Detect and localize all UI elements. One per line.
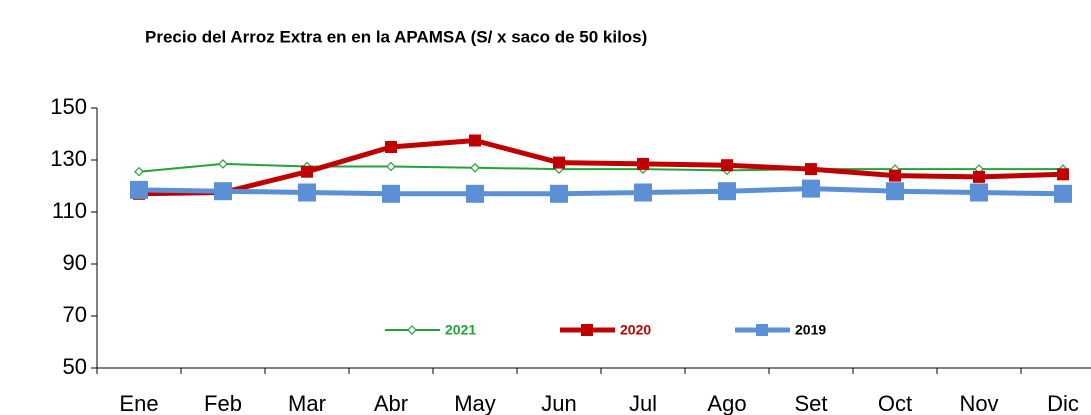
x-tick-label: Mar — [288, 391, 326, 415]
legend-marker — [756, 324, 768, 336]
x-tick-label: Ago — [707, 391, 746, 415]
data-point — [637, 157, 649, 170]
legend-label: 2021 — [445, 322, 476, 338]
y-tick-label: 70 — [63, 302, 87, 327]
x-tick-label: Ene — [119, 391, 158, 415]
data-point — [802, 179, 820, 198]
x-tick-label: Abr — [374, 391, 408, 415]
series-line — [138, 138, 1064, 197]
y-tick-label: 150 — [50, 94, 87, 119]
data-point — [970, 183, 988, 202]
legend-marker — [407, 325, 417, 335]
x-tick-label: Oct — [878, 391, 912, 415]
x-tick-label: May — [454, 391, 496, 415]
data-point — [134, 166, 144, 177]
legend-label: 2019 — [795, 322, 826, 338]
data-point — [889, 169, 901, 182]
data-point — [634, 183, 652, 202]
data-point — [469, 134, 481, 147]
data-point — [1054, 184, 1072, 203]
data-point — [301, 165, 313, 178]
data-point — [470, 162, 480, 173]
data-point — [218, 159, 228, 169]
y-tick-label: 110 — [52, 198, 87, 223]
data-point — [466, 184, 484, 203]
data-point — [718, 182, 736, 201]
data-point — [553, 156, 565, 169]
data-point — [382, 184, 400, 203]
data-point — [805, 163, 817, 176]
x-tick-label: Set — [794, 391, 827, 415]
data-point — [214, 182, 232, 201]
data-point — [550, 184, 568, 203]
data-point — [973, 170, 985, 183]
y-tick-label: 130 — [50, 146, 87, 171]
y-tick-label: 90 — [63, 250, 87, 275]
x-tick-label: Feb — [204, 391, 242, 415]
data-point — [130, 180, 148, 199]
data-point — [386, 161, 396, 172]
x-tick-label: Jul — [629, 391, 657, 415]
chart-title: Precio del Arroz Extra en en la APAMSA (… — [145, 27, 647, 46]
legend-marker — [581, 324, 593, 336]
x-tick-label: Nov — [959, 391, 998, 415]
data-point — [298, 183, 316, 202]
y-tick-label: 50 — [63, 354, 87, 379]
series-line — [138, 186, 1064, 197]
data-point — [886, 182, 904, 201]
series-line — [138, 162, 1063, 173]
x-tick-label: Jun — [541, 391, 576, 415]
x-tick-label: Dic — [1047, 391, 1079, 415]
data-point — [1057, 168, 1069, 181]
legend-label: 2020 — [620, 322, 651, 338]
data-point — [721, 159, 733, 172]
data-point — [385, 141, 397, 153]
